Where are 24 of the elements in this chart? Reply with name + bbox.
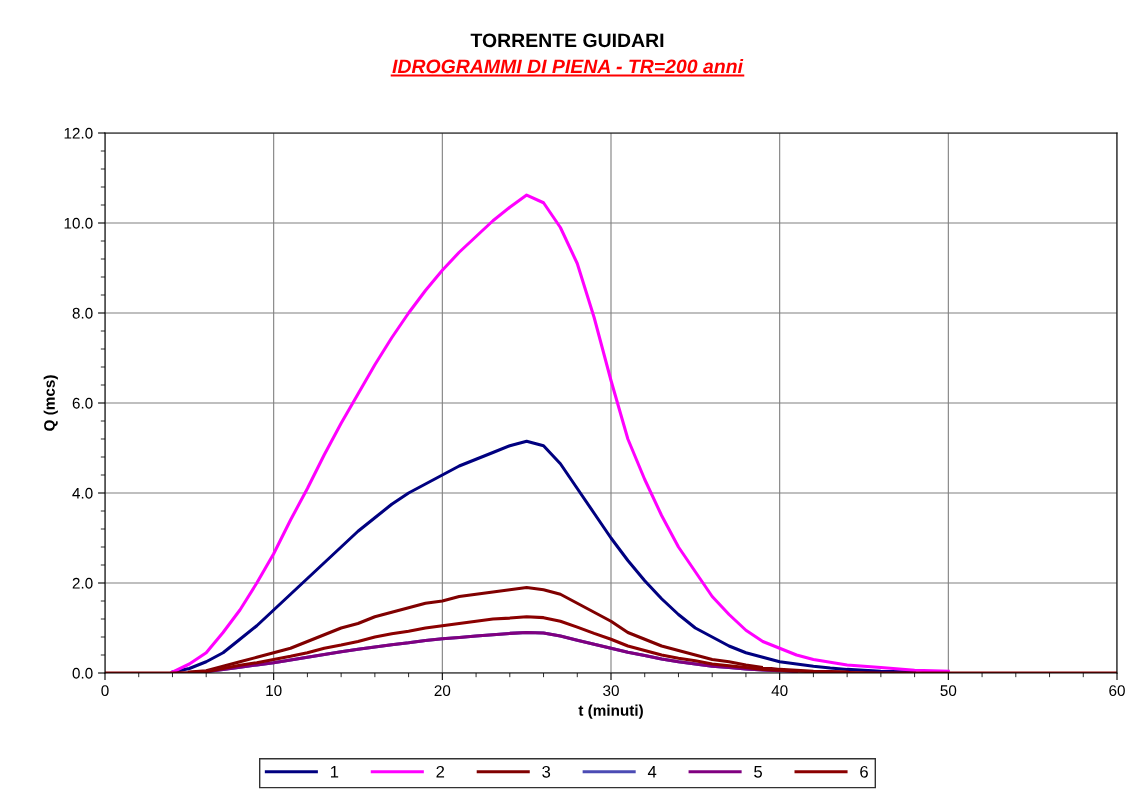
y-tick-label: 0.0: [72, 667, 93, 679]
x-tick-label: 40: [771, 685, 788, 697]
legend-label: 6: [860, 765, 868, 778]
y-axis-title: Q (mcs): [43, 375, 58, 431]
legend-label: 3: [542, 765, 551, 778]
y-tick-label: 8.0: [72, 307, 93, 319]
y-tick-label: 2.0: [72, 577, 93, 589]
x-axis-title: t (minuti): [578, 704, 643, 719]
legend-label: 2: [436, 765, 445, 778]
x-tick-label: 60: [1109, 685, 1125, 697]
chart-title: TORRENTE GUIDARI: [470, 33, 664, 48]
x-tick-label: 10: [266, 685, 282, 697]
y-tick-label: 4.0: [72, 487, 93, 499]
x-tick-label: 50: [940, 685, 957, 697]
legend-label: 5: [754, 766, 763, 778]
x-tick-label: 0: [101, 685, 109, 697]
y-tick-label: 10.0: [64, 217, 93, 229]
legend-label: 4: [647, 766, 657, 778]
chart-subtitle: IDROGRAMMI DI PIENA - TR=200 anni: [392, 58, 744, 74]
x-tick-label: 20: [434, 685, 451, 697]
y-tick-label: 12.0: [64, 127, 93, 139]
x-tick-label: 30: [603, 685, 619, 697]
y-tick-label: 6.0: [72, 397, 93, 409]
legend-label: 1: [330, 766, 339, 778]
